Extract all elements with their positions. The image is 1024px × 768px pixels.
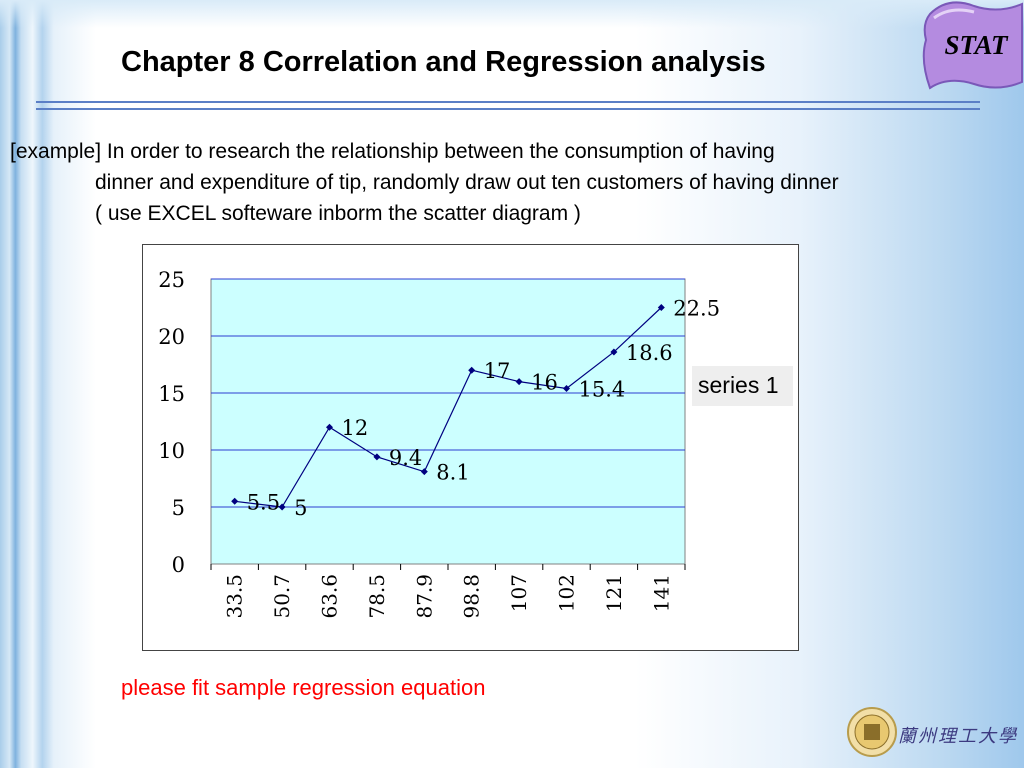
y-tick-label: 5 — [172, 496, 185, 520]
legend-series-label: series 1 — [698, 372, 779, 398]
instruction-text: please fit sample regression equation — [121, 675, 486, 700]
data-point — [326, 423, 333, 431]
x-tick-label: 141 — [649, 574, 673, 612]
stat-badge-shape — [922, 1, 1023, 90]
data-point — [515, 378, 523, 386]
y-tick-label: 15 — [158, 382, 185, 406]
chart-legend: series 1 — [692, 366, 793, 406]
title-rule-top — [36, 101, 980, 103]
data-point — [657, 304, 665, 311]
data-label: 22.5 — [673, 297, 720, 321]
decorative-left-stripes — [0, 0, 96, 768]
data-label: 16 — [531, 371, 558, 395]
x-tick-label: 63.6 — [318, 574, 342, 619]
university-name: 蘭州理工大學 — [898, 726, 1018, 747]
data-label: 15.4 — [579, 377, 626, 401]
x-tick-label: 78.5 — [365, 574, 389, 619]
data-label: 17 — [484, 359, 511, 383]
data-point — [231, 497, 239, 505]
paragraph-line-3: ( use EXCEL softeware inborm the scatter… — [95, 202, 581, 225]
line-chart: 0 5 10 15 20 25 33.5 50.7 63.6 78.5 87.9 98.8 107 102… — [158, 268, 720, 619]
paragraph-line-2: dinner and expenditure of tip, randomly … — [95, 171, 839, 194]
x-tick-label: 102 — [555, 574, 579, 612]
y-tick-label: 25 — [158, 268, 185, 292]
x-tick-label: 87.9 — [412, 574, 436, 619]
data-point — [278, 503, 286, 511]
title-rule-bottom — [36, 108, 980, 110]
data-label: 5 — [294, 496, 307, 520]
data-point — [373, 453, 381, 461]
x-tick-label: 107 — [507, 574, 531, 612]
x-tick-label: 121 — [602, 574, 626, 612]
stat-badge-text: STAT — [944, 30, 1009, 60]
x-tick-label: 98.8 — [460, 574, 484, 619]
data-point — [610, 348, 618, 356]
data-point — [468, 366, 476, 374]
data-label: 12 — [342, 416, 369, 440]
series-line — [234, 307, 662, 508]
data-label: 9.4 — [389, 446, 422, 470]
y-tick-label: 0 — [172, 553, 185, 577]
stat-badge: STAT — [922, 1, 1023, 90]
decorative-top-band — [0, 0, 1024, 28]
x-tick-label: 33.5 — [223, 574, 247, 619]
data-label: 5.5 — [247, 490, 280, 514]
data-label: 18.6 — [626, 341, 673, 365]
example-paragraph: [example] In order to research the relat… — [10, 136, 1020, 229]
paragraph-line-1: [example] In order to research the relat… — [10, 140, 775, 163]
x-tick-label: 50.7 — [270, 574, 294, 619]
y-tick-label: 10 — [158, 439, 185, 463]
data-point — [563, 384, 570, 392]
slide-title: Chapter 8 Correlation and Regression ana… — [121, 46, 766, 78]
y-tick-label: 20 — [158, 325, 185, 349]
university-logo — [847, 707, 897, 757]
data-point — [420, 468, 428, 476]
chart-frame: 0 5 10 15 20 25 33.5 50.7 63.6 78.5 87.9 98.8 107 102… — [142, 244, 799, 651]
data-label: 8.1 — [436, 461, 469, 485]
